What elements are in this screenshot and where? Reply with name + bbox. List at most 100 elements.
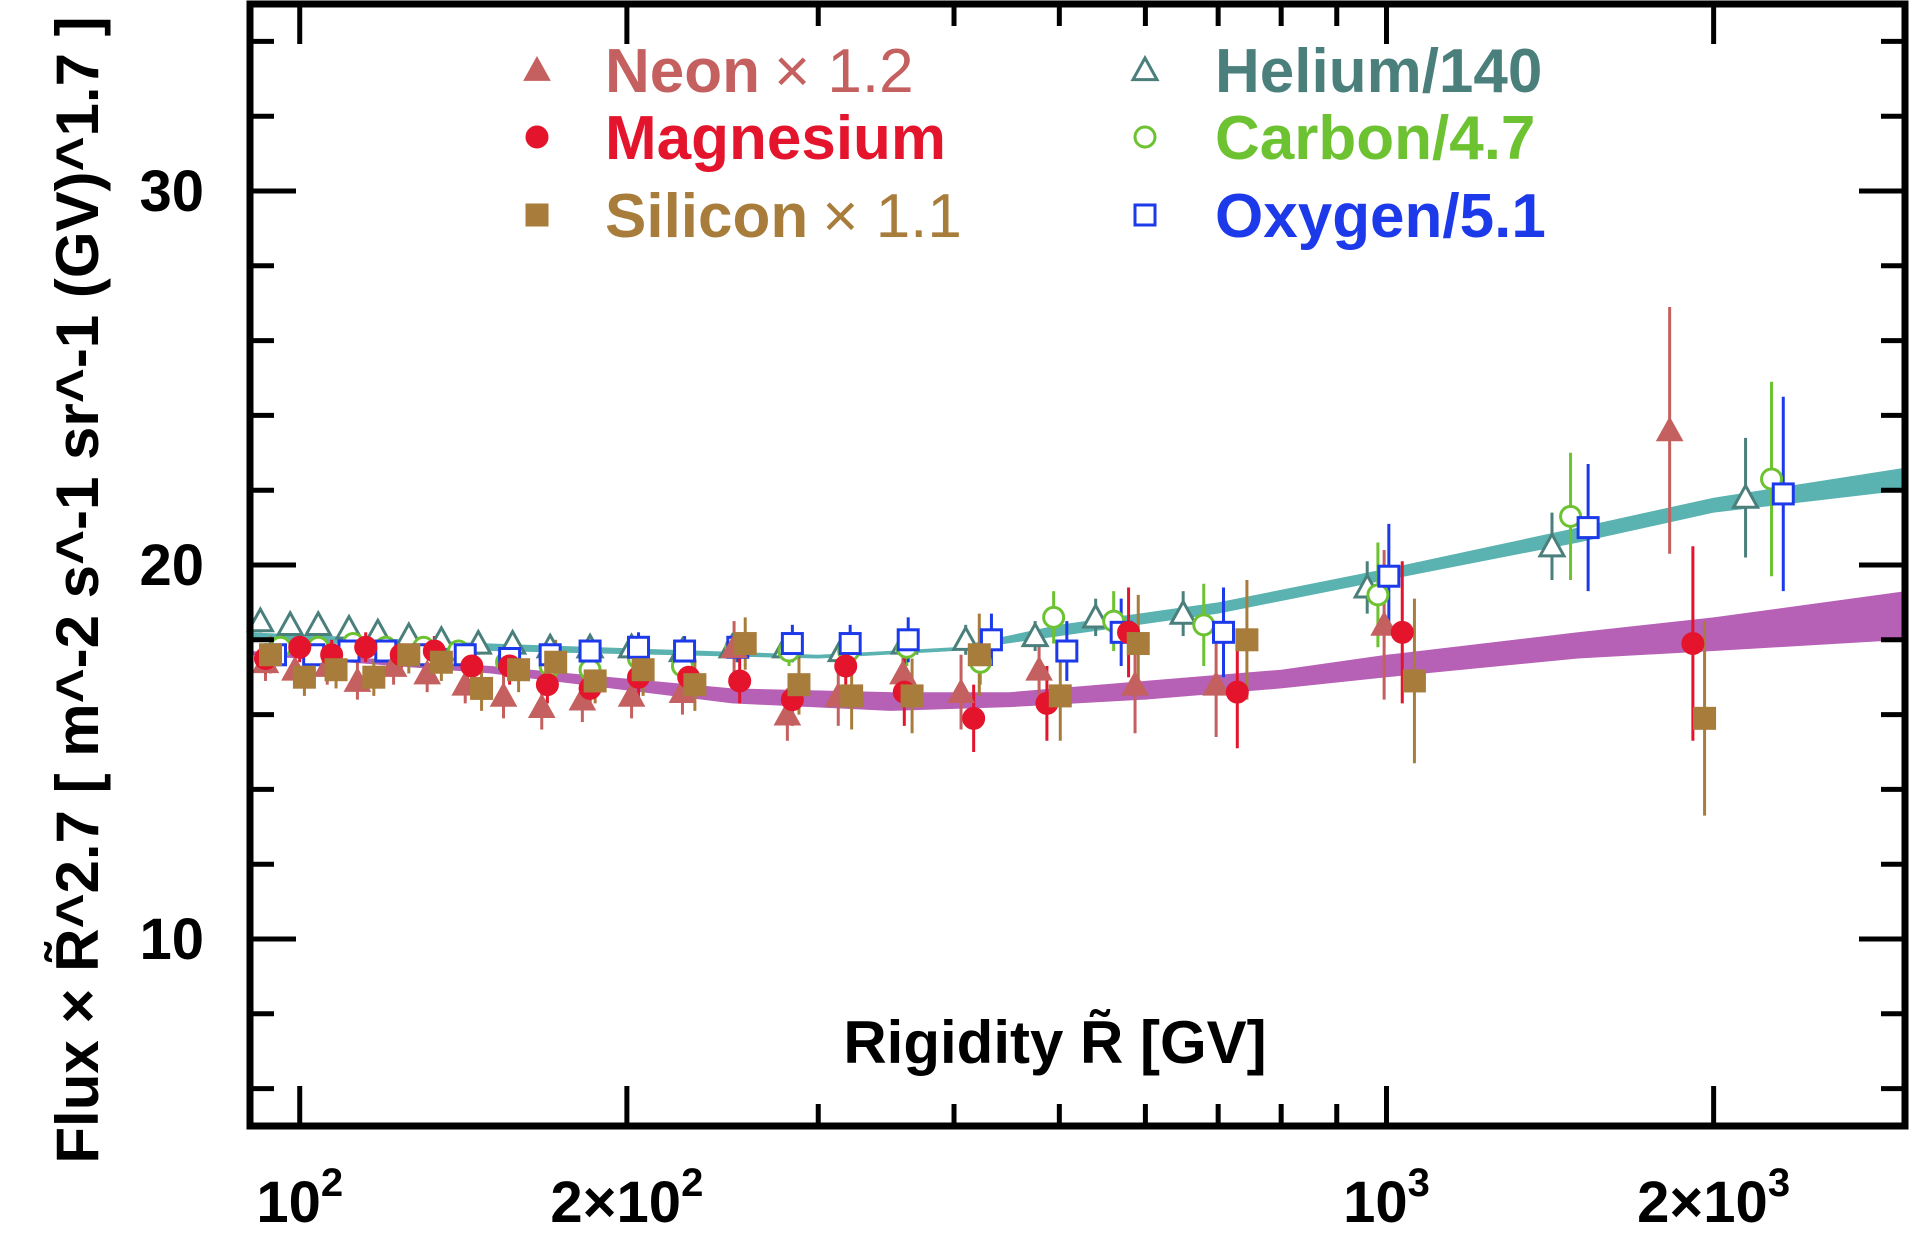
silicon-1-1-point bbox=[900, 684, 924, 708]
helium-140-legend-label: Helium/140 bbox=[1215, 37, 1542, 106]
y-axis-title: Flux × R̃^2.7 [ m^-2 s^-1 sr^-1 (GV)^1.7… bbox=[44, 16, 111, 1163]
silicon-1-1-point bbox=[967, 643, 991, 667]
magnesium-point bbox=[354, 635, 378, 659]
plot-frame bbox=[246, 0, 1909, 1130]
y-tick-label: 10 bbox=[139, 907, 204, 972]
error-bars bbox=[258, 306, 1785, 816]
silicon-1-1-point bbox=[362, 665, 386, 689]
carbon-4-7-legend-marker bbox=[1133, 125, 1157, 149]
legend-name: Neon bbox=[605, 37, 760, 106]
silicon-1-1-point bbox=[733, 632, 757, 656]
oxygen-5-1-point bbox=[1212, 620, 1236, 644]
silicon-1-1-point bbox=[507, 658, 531, 682]
axis-ticks bbox=[250, 4, 1905, 1126]
x-axis-title: Rigidity R̃ [GV] bbox=[843, 1009, 1266, 1076]
silicon-legend-label: Silicon × 1.1 bbox=[605, 182, 962, 251]
helium-140-point bbox=[1731, 482, 1761, 509]
neon-1-2-point bbox=[773, 700, 802, 726]
x-tick-label-exponent: 2 bbox=[681, 1161, 703, 1205]
silicon-1-1-point bbox=[583, 669, 607, 693]
magnesium-point bbox=[1390, 620, 1414, 644]
data-markers bbox=[245, 416, 1795, 730]
legend-scale: × 1.2 bbox=[774, 37, 914, 106]
carbon-4-7-point bbox=[1366, 583, 1390, 607]
neon-1-2-point bbox=[1025, 655, 1053, 681]
helium-140-point bbox=[303, 609, 333, 636]
silicon-1-1-point bbox=[683, 673, 707, 697]
legend-scale: × 1.1 bbox=[822, 182, 962, 251]
oxygen-5-1-legend-label: Oxygen/5.1 bbox=[1215, 182, 1546, 251]
silicon-1-1-point bbox=[787, 673, 811, 697]
neon-1-2-point bbox=[1655, 416, 1684, 442]
fit-bands bbox=[250, 467, 1905, 711]
carbon-4-7-point bbox=[1192, 613, 1216, 637]
silicon-1-1-point bbox=[259, 643, 283, 667]
silicon-1-1-point bbox=[1048, 684, 1072, 708]
silicon-1-1-point bbox=[324, 658, 348, 682]
x-tick-label-exponent: 3 bbox=[1768, 1161, 1790, 1205]
magnesium-point bbox=[728, 669, 752, 693]
helium-140-point bbox=[1537, 531, 1567, 558]
magnesium-point bbox=[1225, 680, 1249, 704]
helium-140-point bbox=[275, 609, 305, 636]
oxygen-5-1-point bbox=[896, 628, 920, 652]
y-tick-label: 20 bbox=[139, 533, 204, 598]
legend-name: Oxygen/5.1 bbox=[1215, 182, 1546, 251]
oxygen-5-1-point bbox=[1377, 564, 1401, 588]
helium-140-point bbox=[1168, 598, 1198, 625]
magnesium-point bbox=[535, 673, 559, 697]
silicon-1-1-point bbox=[292, 665, 316, 689]
magnesium-legend-label: Magnesium bbox=[605, 104, 946, 173]
x-tick-label: 103 bbox=[1343, 1161, 1430, 1235]
legend-name: Carbon/4.7 bbox=[1215, 104, 1535, 173]
heavy-nuclei-fit bbox=[250, 591, 1905, 711]
helium-140-point bbox=[1081, 602, 1111, 629]
neon-1-2-point bbox=[527, 693, 556, 719]
x-tick-label: 2×103 bbox=[1637, 1161, 1790, 1235]
silicon-1-1-point bbox=[544, 650, 568, 674]
x-tick-label: 2×102 bbox=[550, 1161, 703, 1235]
silicon-1-1-point bbox=[1126, 632, 1150, 656]
magnesium-point bbox=[1681, 632, 1705, 656]
magnesium-legend-marker bbox=[525, 125, 549, 149]
neon-1-2-point bbox=[1202, 670, 1230, 696]
silicon-1-1-point bbox=[1693, 706, 1717, 730]
oxygen-5-1-legend-marker bbox=[1133, 203, 1157, 227]
oxygen-5-1-point bbox=[780, 632, 804, 656]
carbon-4-7-legend-label: Carbon/4.7 bbox=[1215, 104, 1535, 173]
oxygen-5-1-point bbox=[627, 635, 651, 659]
oxygen-5-1-point bbox=[1576, 516, 1600, 540]
neon-1-2-point bbox=[1370, 610, 1398, 636]
x-tick-label-exponent: 3 bbox=[1408, 1161, 1430, 1205]
silicon-legend-marker bbox=[525, 203, 549, 227]
oxygen-5-1-point bbox=[673, 639, 697, 663]
silicon-1-1-point bbox=[840, 684, 864, 708]
neon-1-2-point bbox=[489, 681, 518, 707]
legend-name: Silicon bbox=[605, 182, 808, 251]
oxygen-5-1-point bbox=[1771, 482, 1795, 506]
oxygen-5-1-point bbox=[838, 632, 862, 656]
silicon-1-1-point bbox=[470, 676, 494, 700]
magnesium-point bbox=[834, 654, 858, 678]
legend-name: Magnesium bbox=[605, 104, 946, 173]
magnesium-point bbox=[288, 635, 312, 659]
magnesium-point bbox=[460, 654, 484, 678]
helium-140-point bbox=[1020, 620, 1050, 648]
neon-1-2-point bbox=[617, 681, 646, 707]
helium-140-point bbox=[245, 606, 275, 633]
silicon-1-1-point bbox=[397, 643, 421, 667]
neon-1-2-point bbox=[1121, 670, 1149, 696]
magnesium-point bbox=[962, 706, 986, 730]
y-tick-label: 30 bbox=[139, 159, 204, 224]
oxygen-5-1-point bbox=[578, 639, 602, 663]
silicon-1-1-point bbox=[631, 658, 655, 682]
silicon-1-1-point bbox=[1235, 628, 1259, 652]
legend-name: Helium/140 bbox=[1215, 37, 1542, 106]
oxygen-5-1-point bbox=[1055, 639, 1079, 663]
neon-legend-label: Neon × 1.2 bbox=[605, 37, 914, 106]
x-tick-label: 102 bbox=[256, 1161, 343, 1235]
neon-legend-marker bbox=[523, 55, 551, 81]
helium-140-legend-marker bbox=[1130, 54, 1160, 82]
neon-1-2-point bbox=[947, 678, 975, 704]
